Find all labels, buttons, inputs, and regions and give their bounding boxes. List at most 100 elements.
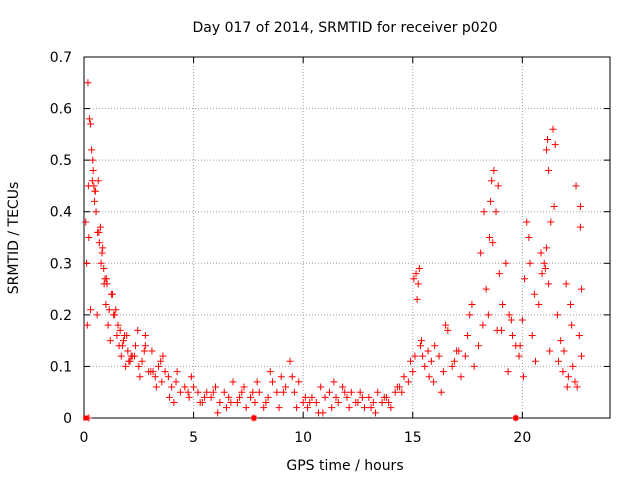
data-point (504, 368, 512, 376)
data-point (87, 306, 95, 314)
data-point (288, 373, 296, 381)
data-point (328, 404, 336, 412)
data-point (127, 352, 135, 360)
data-point (301, 393, 309, 401)
data-point (123, 331, 131, 339)
data-point (96, 223, 104, 231)
data-point (554, 357, 562, 365)
data-point (106, 337, 114, 345)
data-point (110, 311, 118, 319)
data-point (194, 388, 202, 396)
data-point (547, 218, 555, 226)
data-point (475, 342, 482, 350)
data-point (264, 393, 272, 401)
x-axis-label: GPS time / hours (286, 458, 403, 474)
data-point (572, 182, 580, 190)
data-point (540, 259, 548, 267)
data-point (286, 357, 294, 365)
data-point (425, 373, 433, 381)
data-point (521, 275, 529, 283)
data-point (260, 404, 268, 412)
data-point (212, 383, 219, 391)
data-point (83, 259, 91, 267)
x-tick-label: 5 (189, 430, 198, 446)
data-point (104, 321, 112, 329)
data-point (295, 378, 303, 386)
data-point (369, 399, 377, 407)
chart-title: Day 017 of 2014, SRMTID for receiver p02… (192, 20, 497, 36)
data-point (557, 337, 565, 345)
data-point (553, 311, 561, 319)
data-point (518, 316, 526, 324)
data-point (343, 393, 351, 401)
data-point (225, 393, 233, 401)
data-point (209, 388, 217, 396)
data-point (365, 393, 373, 401)
data-point (361, 404, 369, 412)
data-point (103, 280, 111, 288)
data-point (414, 280, 422, 288)
data-point (442, 321, 450, 329)
data-point (507, 316, 515, 324)
data-point (293, 404, 301, 412)
data-point (82, 218, 90, 226)
data-point (421, 362, 429, 370)
data-point (482, 285, 490, 293)
data-point (516, 342, 524, 350)
data-point (499, 301, 507, 309)
data-point (172, 378, 180, 386)
data-point (114, 321, 122, 329)
data-point (457, 373, 465, 381)
data-point (468, 301, 476, 309)
data-point (391, 388, 399, 396)
data-point (88, 146, 96, 154)
data-point (492, 208, 500, 216)
data-point (99, 244, 107, 252)
x-tick-label: 10 (294, 430, 312, 446)
data-point (184, 388, 192, 396)
data-point (549, 125, 557, 133)
data-point (498, 326, 506, 334)
x-tick-label: 15 (404, 430, 422, 446)
data-point (538, 270, 546, 278)
data-point (568, 321, 576, 329)
data-point (279, 388, 287, 396)
data-point (544, 136, 552, 144)
data-point (489, 239, 497, 247)
data-point (100, 264, 108, 272)
data-point (525, 234, 533, 241)
data-point (562, 280, 570, 288)
data-point (87, 120, 95, 128)
data-point (485, 234, 493, 241)
data-point (240, 383, 248, 391)
data-point (141, 331, 149, 339)
data-point (559, 368, 567, 376)
y-tick-label: 0.4 (50, 205, 72, 221)
data-point (268, 378, 276, 386)
data-point (148, 347, 156, 355)
data-point (546, 347, 554, 355)
data-point (201, 393, 209, 401)
y-tick-label: 0.2 (50, 308, 72, 324)
data-point (134, 326, 142, 334)
data-point (430, 378, 438, 386)
data-point (407, 357, 415, 365)
data-point (356, 388, 364, 396)
data-point (107, 290, 115, 298)
data-point (151, 373, 159, 381)
data-point (576, 223, 584, 231)
data-point (413, 295, 421, 303)
tick-marks: 0 5 10 15 20 0 0.1 0.2 0.3 0.4 0.5 0.6 0.7 (50, 50, 610, 446)
data-point (332, 393, 340, 401)
data-point (571, 378, 579, 386)
data-point (233, 399, 241, 407)
data-point (455, 347, 463, 355)
data-point (542, 146, 550, 154)
data-point (530, 290, 538, 298)
data-point (164, 373, 172, 381)
data-point (424, 347, 432, 355)
data-point (494, 182, 502, 190)
data-point (161, 368, 169, 376)
data-point (515, 352, 523, 360)
